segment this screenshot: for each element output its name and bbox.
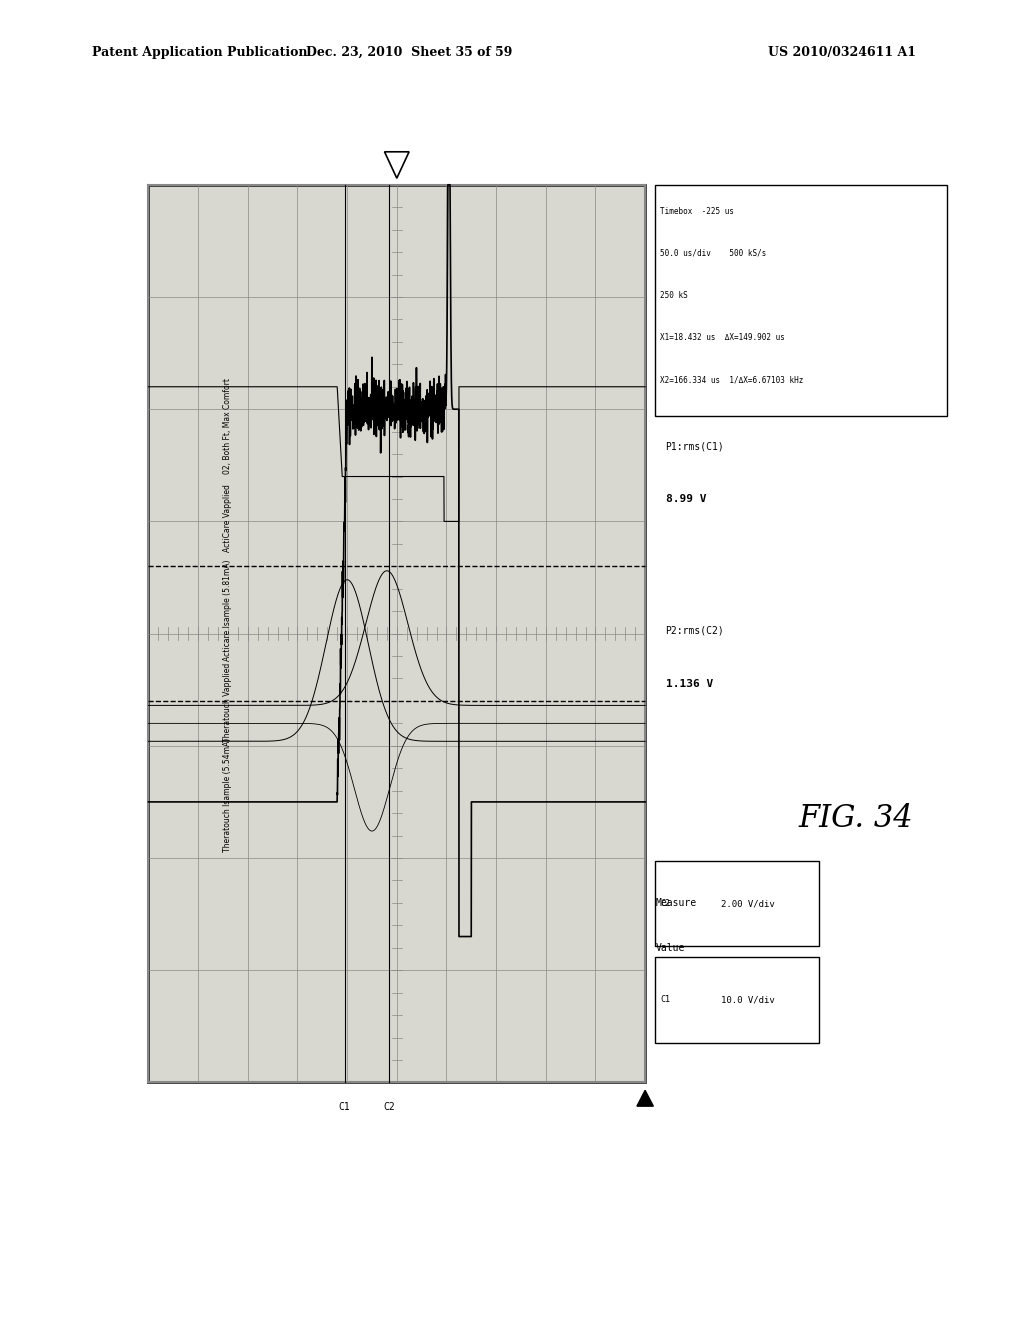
Text: C2: C2 [383,1102,395,1113]
Bar [655,957,819,1043]
Text: Theratouch Isample (5.54mA): Theratouch Isample (5.54mA) [223,738,232,853]
Text: ActiCare Vapplied: ActiCare Vapplied [223,484,232,552]
Text: Dec. 23, 2010  Sheet 35 of 59: Dec. 23, 2010 Sheet 35 of 59 [306,46,513,59]
Text: Value: Value [655,942,685,953]
Text: Timebox  -225 us: Timebox -225 us [660,207,734,215]
Bar [655,861,819,946]
Text: C1: C1 [660,995,671,1005]
Bar [655,185,947,416]
Text: P2:rms(C2): P2:rms(C2) [666,626,724,636]
Text: Patent Application Publication: Patent Application Publication [92,46,307,59]
Text: Acticare Isample (5.81mA): Acticare Isample (5.81mA) [223,560,232,661]
Text: 1.136 V: 1.136 V [666,678,713,689]
Text: X1=18.432 us  ΔX=149.902 us: X1=18.432 us ΔX=149.902 us [660,334,785,342]
Text: 50.0 us/div    500 kS/s: 50.0 us/div 500 kS/s [660,249,767,257]
Text: FIG. 34: FIG. 34 [799,803,913,834]
Text: 02, Both Ft, Max Comfort: 02, Both Ft, Max Comfort [223,378,232,474]
Text: 10.0 V/div: 10.0 V/div [721,995,774,1005]
Text: P1:rms(C1): P1:rms(C1) [666,441,724,451]
Text: 2.00 V/div: 2.00 V/div [721,899,774,908]
Polygon shape [637,1090,653,1106]
Text: C2: C2 [660,899,671,908]
Bar [148,185,645,1082]
Text: Theratouch Vapplied: Theratouch Vapplied [223,663,232,742]
Polygon shape [384,152,409,178]
Text: 8.99 V: 8.99 V [666,494,707,504]
Text: 250 kS: 250 kS [660,292,688,300]
Text: US 2010/0324611 A1: US 2010/0324611 A1 [768,46,916,59]
Text: X2=166.334 us  1/ΔX=6.67103 kHz: X2=166.334 us 1/ΔX=6.67103 kHz [660,376,804,384]
Text: C1: C1 [339,1102,350,1113]
Text: Measure: Measure [655,898,696,908]
